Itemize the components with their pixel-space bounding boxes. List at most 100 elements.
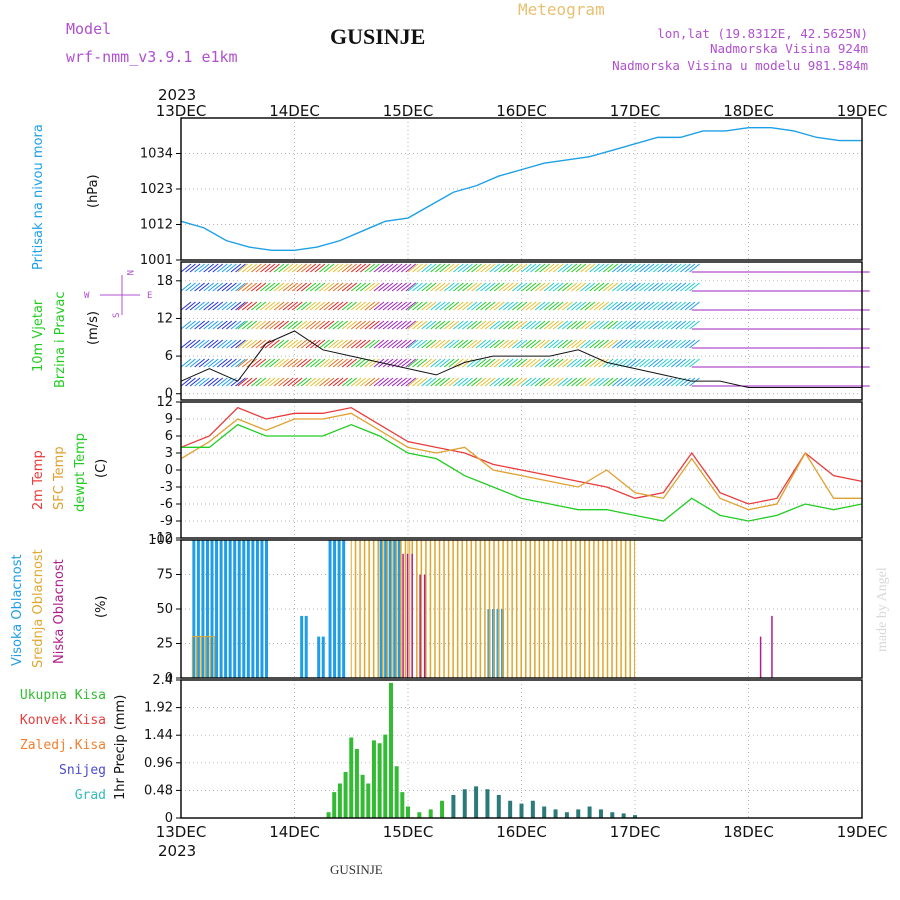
wind-barb <box>237 358 249 368</box>
wind-barb <box>328 339 339 349</box>
cloud-mid-bar <box>611 539 617 679</box>
wind-barb <box>278 263 289 273</box>
ytick-label: 50 <box>156 602 173 617</box>
wind-barb <box>387 282 398 292</box>
top-tick-label: 15DEC <box>383 102 434 120</box>
wind-barb <box>241 358 253 368</box>
wind-barb <box>291 320 303 330</box>
temp-ylabel-dewpt: dewpt Temp <box>73 433 88 512</box>
wind-barb <box>634 282 646 292</box>
wind-barb <box>255 377 267 387</box>
wind-barb <box>237 263 249 273</box>
wind-barb <box>434 263 446 273</box>
wind-barb <box>221 263 233 273</box>
wind-barb <box>387 320 398 330</box>
wind-barb <box>493 339 505 349</box>
cloud-high-bar <box>219 540 223 678</box>
wind-barb <box>462 282 473 292</box>
cloud-ylabel-mid: Srednja Oblacnost <box>31 549 46 668</box>
wind-barb <box>539 339 550 349</box>
wind-barb <box>300 358 312 368</box>
wind-barb <box>332 339 344 349</box>
wind-barb <box>621 339 632 349</box>
wind-barb <box>539 301 550 311</box>
bottom-time-ticks: 13DEC 14DEC 15DEC 16DEC 17DEC 18DEC 19DEC <box>156 823 888 841</box>
wind-barb <box>466 301 478 311</box>
wind-barb <box>269 339 280 349</box>
wind-barb <box>607 320 619 330</box>
temp-ylabel-2m: 2m Temp <box>31 450 46 510</box>
wind-barb <box>350 377 362 387</box>
wind-barb <box>512 377 523 387</box>
wind-barb <box>364 377 376 387</box>
wind-barb <box>198 320 210 330</box>
wind-barb <box>625 320 637 330</box>
wind-barb <box>387 301 398 311</box>
wind-barb <box>611 339 623 349</box>
wind-barb <box>575 377 587 387</box>
wind-barb <box>198 339 210 349</box>
wind-barb <box>648 263 659 273</box>
wind-barb <box>575 263 587 273</box>
wind-barb <box>480 377 491 387</box>
wind-barb <box>661 301 673 311</box>
wind-barb <box>273 320 285 330</box>
wind-speed-line <box>180 330 862 388</box>
wind-barb <box>657 263 669 273</box>
wind-barb <box>543 339 555 349</box>
panel-frame <box>180 117 863 261</box>
wind-barb <box>525 339 537 349</box>
temperature-panel: -12 -9 -6 -3 0 3 6 9 12 <box>152 395 863 546</box>
wind-barb <box>221 377 233 387</box>
wind-barb <box>489 339 501 349</box>
wind-dir-n: N <box>124 270 134 275</box>
wind-barb <box>237 320 249 330</box>
wind-barb <box>278 377 289 387</box>
wind-barb <box>661 377 673 387</box>
wind-barb <box>310 263 321 273</box>
wind-barb <box>396 339 407 349</box>
wind-barb <box>230 339 242 349</box>
wind-barb <box>278 320 289 330</box>
wind-barb <box>350 263 362 273</box>
wind-barb <box>300 301 312 311</box>
wind-barb <box>434 339 446 349</box>
wind-barb <box>241 263 253 273</box>
wind-barb <box>516 320 528 330</box>
wind-barb <box>675 339 687 349</box>
wind-barb <box>534 282 546 292</box>
wind-barb <box>355 320 367 330</box>
wind-barb <box>484 301 496 311</box>
wind-barb <box>648 339 659 349</box>
wind-barb <box>407 377 419 387</box>
wind-barb <box>369 339 380 349</box>
wind-barb <box>310 282 321 292</box>
wind-barb <box>185 320 196 330</box>
wind-barb <box>580 377 591 387</box>
wind-barb <box>657 301 669 311</box>
wind-barb <box>255 358 267 368</box>
wind-barb <box>562 320 573 330</box>
wind-barb <box>652 301 664 311</box>
cloud-low-bar <box>771 615 773 678</box>
wind-barb <box>373 282 385 292</box>
wind-barb <box>291 377 303 387</box>
pressure-ylabel: Pritisak na nivou mora <box>31 124 46 270</box>
top-tick-label: 18DEC <box>723 102 774 120</box>
wind-barb <box>480 320 491 330</box>
wind-barb <box>230 320 242 330</box>
wind-barb <box>434 320 446 330</box>
wind-barb <box>241 301 253 311</box>
wind-barb <box>332 282 344 292</box>
precip-bar <box>360 774 365 818</box>
wind-ylabel-2: Brzina i Pravac <box>53 291 68 388</box>
wind-barb <box>332 320 344 330</box>
wind-barb <box>643 301 655 311</box>
wind-barb <box>185 377 196 387</box>
wind-barb <box>666 358 678 368</box>
wind-barb <box>680 301 691 311</box>
wind-barb <box>337 320 348 330</box>
wind-barb <box>498 282 510 292</box>
wind-barb <box>448 263 460 273</box>
wind-barb <box>575 301 587 311</box>
